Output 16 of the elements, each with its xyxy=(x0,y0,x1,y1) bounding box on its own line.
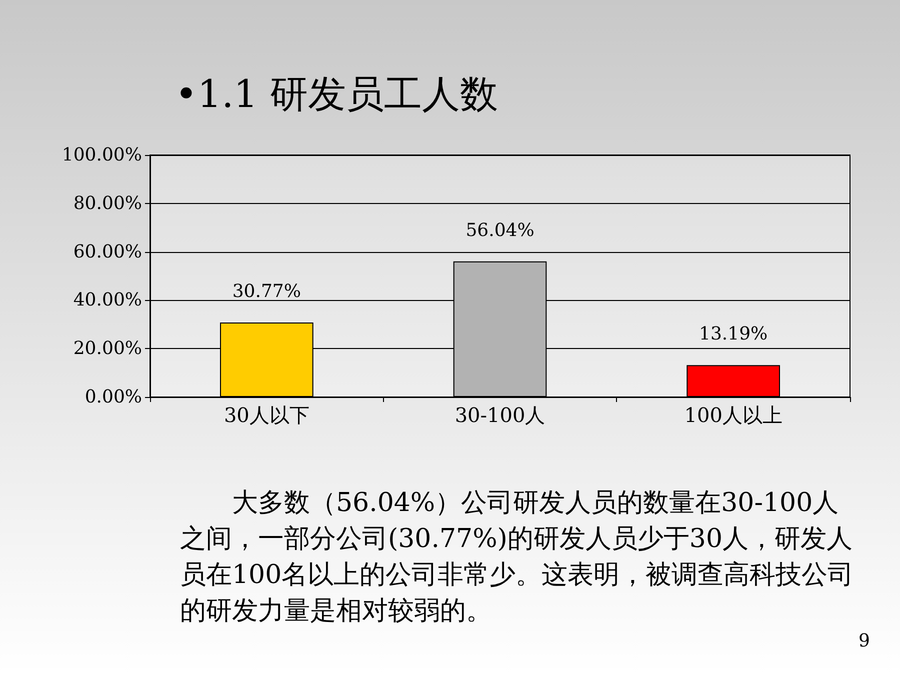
y-tick-label: 0.00% xyxy=(84,386,142,408)
y-tick-label: 20.00% xyxy=(73,338,142,360)
y-tick-label: 40.00% xyxy=(73,290,142,311)
data-label: 30.77% xyxy=(232,281,301,302)
x-tick-label: 30人以下 xyxy=(224,403,310,427)
text: 9 xyxy=(858,630,870,652)
text: 大多数（56.04%）公司研发人员的数量在30-100人之间，一部分公司(30.77%)的研发人员少于30人，研发人员在100名以上的公司非常少。这表明，被调查高科技公司的研发力量是相对较弱的。 xyxy=(180,488,854,626)
y-tick-label: 60.00% xyxy=(73,241,142,262)
data-label: 13.19% xyxy=(699,324,768,345)
bar xyxy=(686,365,780,397)
y-tick-label: 80.00% xyxy=(73,192,142,214)
x-tick-label: 30-100人 xyxy=(454,403,546,427)
x-tick-label: 100人以上 xyxy=(684,403,782,427)
y-tick-label: 100.00% xyxy=(62,144,142,166)
chart-title: •1.1 研发员工人数 xyxy=(175,72,498,116)
data-label: 56.04% xyxy=(466,220,534,241)
